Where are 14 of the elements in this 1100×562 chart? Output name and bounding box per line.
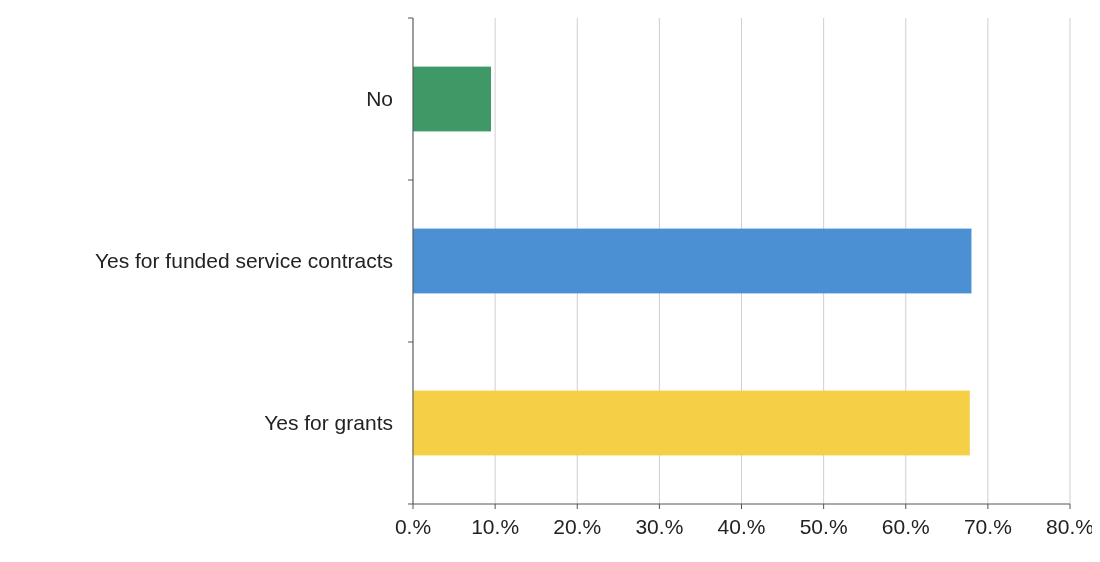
x-tick-label: 20.%: [553, 515, 602, 538]
x-tick-label: 30.%: [635, 515, 684, 538]
bar: [413, 390, 970, 456]
y-tick-label: Yes for funded service contracts: [94, 249, 393, 273]
y-tick-label: Yes for grants: [264, 411, 393, 435]
y-tick-label: No: [366, 87, 393, 111]
x-tick-label: 60.%: [881, 515, 930, 538]
x-tick-label: 0.%: [394, 515, 432, 538]
bar: [413, 66, 492, 132]
x-tick-label: 10.%: [471, 515, 520, 538]
bar: [413, 228, 972, 294]
x-tick-label: 70.%: [963, 515, 1012, 538]
x-tick-label: 40.%: [717, 515, 766, 538]
x-tick-label: 50.%: [799, 515, 848, 538]
